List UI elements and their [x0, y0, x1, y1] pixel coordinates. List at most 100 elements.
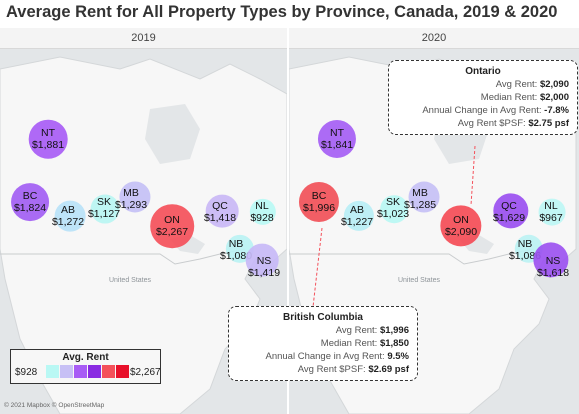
bubble-mb[interactable] [408, 181, 440, 213]
label-mb: MB $1,293 [115, 187, 147, 211]
bubble-on[interactable] [150, 204, 194, 248]
legend-min: $928 [15, 367, 38, 378]
bubble-ab[interactable] [343, 200, 375, 232]
province-code: MB [123, 187, 139, 199]
tooltip-bc-median-label: Median Rent: [320, 338, 378, 349]
province-code: AB [349, 204, 364, 216]
label-nl: NL $967 [539, 200, 562, 224]
tooltip-ontario-change: -7.8% [544, 105, 569, 116]
label-qc: QC $1,629 [493, 200, 525, 224]
bubble-sk[interactable] [90, 194, 120, 224]
tooltip-ontario-title: Ontario [465, 66, 501, 77]
label-sk: SK $1,127 [88, 196, 120, 220]
tooltip-ontario-median-label: Median Rent: [480, 92, 538, 103]
province-rent: $928 [250, 212, 274, 224]
tooltip-ontario-median: $2,000 [539, 92, 569, 103]
country-label-us: United States [108, 277, 152, 284]
label-nt: NT $1,841 [321, 127, 353, 151]
label-qc: QC $1,418 [204, 200, 236, 224]
province-rent: $1,419 [247, 267, 281, 279]
bubble-qc[interactable] [205, 194, 239, 228]
label-ns: NS $1,618 [537, 255, 569, 279]
tooltip-bc-title: British Columbia [282, 312, 363, 323]
bubble-sk[interactable] [380, 195, 408, 223]
province-rent: $1,285 [403, 199, 437, 211]
label-nb: NB $1,086 [509, 238, 541, 262]
province-rent: $1,618 [536, 267, 570, 279]
legend-swatch [88, 365, 101, 378]
label-ab: AB $1,272 [52, 204, 84, 228]
label-on: ON $2,267 [156, 214, 188, 238]
tooltip-bc-avg-label: Avg Rent: [335, 325, 378, 336]
label-nl: NL $928 [250, 200, 273, 224]
map-2019[interactable]: NT $1,881 BC $1,824 AB $1,272 SK $1,127 MB $1,293… [0, 49, 287, 414]
legend-swatch [102, 365, 115, 378]
province-code: SK [96, 196, 111, 208]
tooltip-ontario-avg: $2,090 [539, 79, 569, 90]
province-code: NL [255, 200, 269, 212]
province-code: AB [60, 204, 75, 216]
province-code: ON [453, 214, 469, 226]
legend-swatch [116, 365, 129, 378]
bubble-nl[interactable] [249, 198, 277, 226]
bubble-ns[interactable] [245, 243, 279, 277]
province-rent: $1,127 [87, 208, 121, 220]
label-bc: BC $1,996 [303, 190, 335, 214]
province-code: QC [501, 200, 517, 212]
province-rent: $1,272 [51, 216, 85, 228]
country-label-us: United States [397, 277, 441, 284]
bubble-nl[interactable] [538, 198, 566, 226]
bubble-bc[interactable] [11, 183, 49, 221]
panel-divider [287, 28, 289, 414]
legend-title: Avg. Rent [62, 352, 109, 363]
bubble-ab[interactable] [54, 200, 86, 232]
bubble-nt[interactable] [28, 119, 68, 159]
bubble-qc[interactable] [493, 193, 529, 229]
province-rent: $2,090 [444, 226, 478, 238]
panel-header-2019: 2019 [0, 28, 287, 49]
tooltip-bc-median: $1,850 [379, 338, 409, 349]
bubble-on[interactable] [440, 205, 482, 247]
tooltip-ontario-psf-label: Avg Rent $PSF: [457, 118, 526, 129]
tooltip-bc-avg: $1,996 [379, 325, 409, 336]
province-code: NB [228, 238, 244, 250]
bubble-nt[interactable] [317, 119, 357, 159]
label-mb: MB $1,285 [404, 187, 436, 211]
label-bc: BC $1,824 [14, 190, 46, 214]
legend-swatch [46, 365, 59, 378]
tooltip-ontario-avg-label: Avg Rent: [495, 79, 538, 90]
tooltip-ontario-change-label: Annual Change in Avg Rent: [422, 105, 542, 116]
tooltip-british-columbia: British Columbia Avg Rent: $1,996 Median… [228, 306, 418, 381]
province-code: NL [544, 200, 558, 212]
bubble-ns[interactable] [533, 242, 569, 278]
tooltip-ontario: Ontario Avg Rent: $2,090 Median Rent: $2… [388, 60, 578, 135]
province-rent: $1,293 [114, 199, 148, 211]
tooltip-ontario-psf: $2.75 psf [528, 118, 569, 129]
province-code: NS [545, 255, 561, 267]
province-rent: $1,086 [508, 250, 542, 262]
province-code: BC [311, 190, 327, 202]
province-code: QC [212, 200, 228, 212]
province-code: NS [256, 255, 272, 267]
province-rent: $1,023 [376, 208, 410, 220]
tooltip-bc-change-label: Annual Change in Avg Rent: [265, 351, 385, 362]
bubble-bc[interactable] [298, 181, 340, 223]
bubble-mb[interactable] [119, 181, 151, 213]
map-attribution: © 2021 Mapbox © OpenStreetMap [4, 402, 105, 409]
legend-swatch [74, 365, 87, 378]
province-code: NT [330, 127, 344, 139]
province-code: MB [412, 187, 428, 199]
province-rent: $1,418 [203, 212, 237, 224]
tooltip-bc-psf-label: Avg Rent $PSF: [297, 364, 366, 375]
label-nt: NT $1,881 [32, 127, 64, 151]
province-code: ON [164, 214, 180, 226]
color-legend: Avg. Rent $928 $2,267 [10, 349, 161, 384]
label-ns: NS $1,419 [248, 255, 280, 279]
province-rent: $1,996 [302, 202, 336, 214]
province-rent: $1,824 [13, 202, 47, 214]
label-nb: NB $1,080 [220, 238, 252, 262]
province-code: BC [22, 190, 38, 202]
label-sk: SK $1,023 [377, 196, 409, 220]
province-code: SK [385, 196, 400, 208]
label-ab: AB $1,227 [341, 204, 373, 228]
